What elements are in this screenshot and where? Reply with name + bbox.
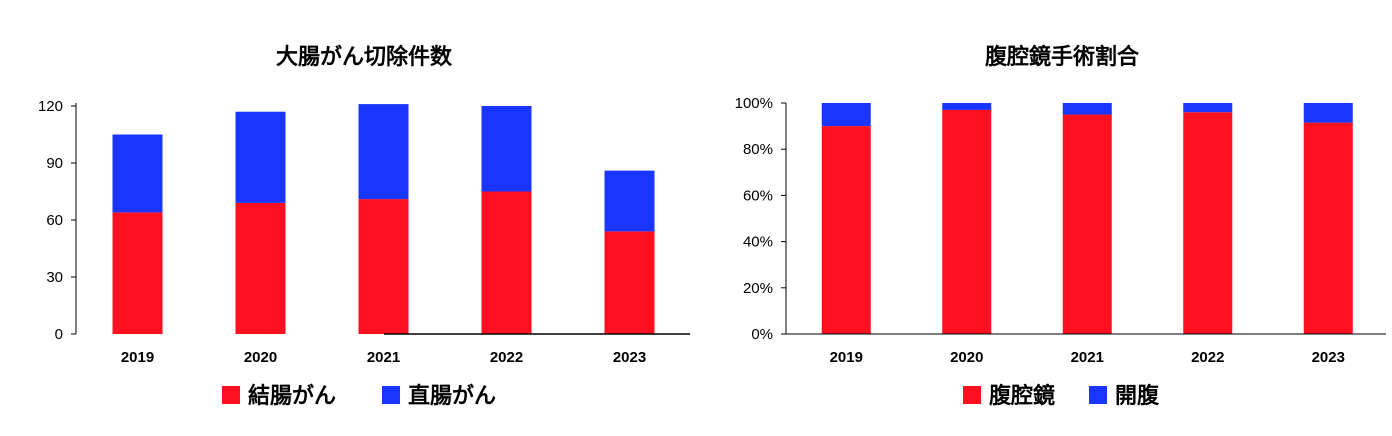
legend-swatch [1089, 386, 1107, 404]
y-tick-label: 120 [38, 98, 63, 115]
bar-primary [1062, 114, 1112, 334]
chart-title: 腹腔鏡手術割合 [985, 44, 1140, 70]
bar-secondary [481, 106, 532, 192]
legend-swatch [222, 386, 240, 404]
legend: 結腸がん 直腸がん [222, 383, 496, 409]
bar-secondary [112, 134, 163, 213]
y-tick-label: 0 [55, 326, 63, 343]
legend: 腹腔鏡 開腹 [963, 383, 1160, 409]
y-tick-label: 30 [46, 269, 63, 286]
x-tick-label: 2022 [1191, 349, 1224, 366]
x-tick-label: 2020 [950, 349, 983, 366]
x-tick-label: 2022 [490, 349, 523, 366]
y-tick-label: 60 [46, 212, 63, 229]
legend-label: 結腸がん [248, 383, 336, 409]
y-tick-label: 80% [743, 141, 773, 158]
y-tick-label: 0% [751, 326, 773, 343]
bar-primary [1183, 112, 1233, 335]
bar-primary [358, 199, 409, 334]
legend-label: 腹腔鏡 [989, 383, 1055, 409]
bar-primary [821, 126, 871, 334]
legend-label: 開腹 [1115, 383, 1160, 409]
plot-area: 0% 20% 40% 60% 80% 100% 2019 2020 2021 2022 2023 [735, 95, 1386, 366]
bar-secondary [1183, 103, 1233, 113]
y-tick-label: 40% [743, 234, 773, 251]
x-tick-label: 2020 [244, 349, 277, 366]
y-tick-label: 90 [46, 155, 63, 172]
x-tick-label: 2023 [613, 349, 646, 366]
bar-primary [235, 202, 286, 334]
y-tick-label: 60% [743, 187, 773, 204]
bar-secondary [821, 103, 871, 127]
x-tick-label: 2023 [1312, 349, 1345, 366]
bar-secondary [604, 170, 655, 232]
y-tick-label: 20% [743, 280, 773, 297]
bar-primary [1303, 122, 1353, 334]
chart-laparoscopic-ratio: 腹腔鏡手術割合 0% 20% 40% 60% 80% 100% 2019 2020 2021 20… [735, 44, 1386, 409]
x-tick-label: 2021 [1071, 349, 1104, 366]
x-tick-label: 2019 [121, 349, 154, 366]
bar-secondary [358, 104, 409, 200]
chart-title: 大腸がん切除件数 [276, 44, 453, 70]
legend-swatch [382, 386, 400, 404]
bar-primary [481, 191, 532, 334]
plot-area: 0 30 60 90 120 2019 2020 2021 2022 2023 [38, 98, 690, 366]
bar-primary [112, 212, 163, 334]
bar-secondary [942, 103, 992, 110]
x-tick-label: 2021 [367, 349, 400, 366]
legend-swatch [963, 386, 981, 404]
bar-primary [942, 109, 992, 335]
y-tick-label: 100% [735, 95, 773, 112]
bar-secondary [235, 111, 286, 203]
bar-secondary [1303, 103, 1353, 123]
bar-secondary [1062, 103, 1112, 115]
x-tick-label: 2019 [830, 349, 863, 366]
legend-label: 直腸がん [408, 383, 496, 409]
bar-primary [604, 231, 655, 334]
